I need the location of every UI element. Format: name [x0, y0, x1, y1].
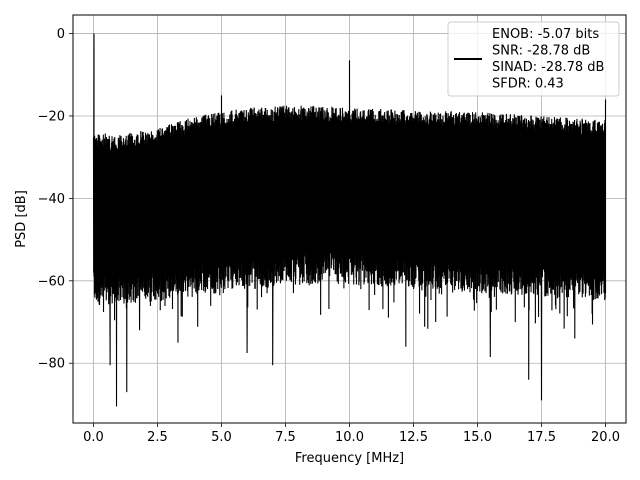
legend-enob: ENOB: -5.07 bits	[492, 27, 599, 42]
x-tick-label: 0.0	[83, 430, 104, 445]
x-tick-label: 17.5	[527, 430, 556, 445]
y-tick-label: −80	[38, 357, 65, 372]
y-tick-label: −40	[38, 192, 65, 207]
y-tick-label: −20	[38, 109, 65, 124]
y-axis-label: PSD [dB]	[14, 190, 29, 248]
legend: ENOB: -5.07 bits SNR: -28.78 dB SINAD: -…	[447, 21, 620, 97]
legend-snr: SNR: -28.78 dB	[492, 44, 590, 59]
legend-sinad: SINAD: -28.78 dB	[492, 60, 604, 75]
y-tick-label: 0	[57, 27, 65, 42]
x-axis-label: Frequency [MHz]	[295, 451, 404, 466]
x-tick-label: 20.0	[591, 430, 620, 445]
psd-line	[92, 33, 607, 407]
y-tick-label: −60	[38, 274, 65, 289]
x-tick-label: 12.5	[399, 430, 428, 445]
psd-trace	[92, 33, 607, 407]
x-tick-label: 15.0	[463, 430, 492, 445]
x-tick-label: 10.0	[335, 430, 364, 445]
legend-sfdr: SFDR: 0.43	[492, 77, 564, 92]
x-axis-ticks: 0.0 2.5 5.0 7.5 10.0 12.5 15.0 17.5 20.0	[83, 423, 620, 445]
x-tick-label: 7.5	[275, 430, 296, 445]
x-tick-label: 2.5	[147, 430, 168, 445]
x-tick-label: 5.0	[211, 430, 232, 445]
y-axis-ticks: 0 −20 −40 −60 −80	[38, 27, 73, 372]
legend-box	[447, 21, 620, 97]
